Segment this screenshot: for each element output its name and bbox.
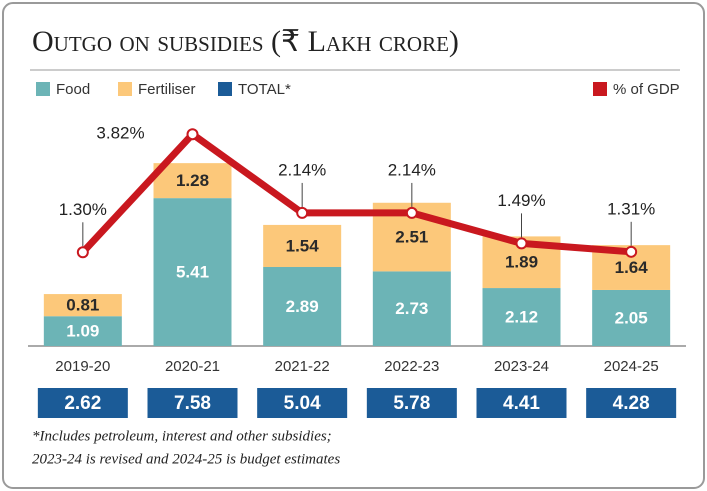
bar-label: 1.28: [176, 171, 209, 190]
bar-segment: [372, 271, 451, 346]
total-box: [366, 388, 457, 418]
gdp-point: [76, 246, 89, 259]
total-label: 5.04: [284, 393, 321, 414]
total-label: 2.62: [64, 393, 101, 414]
footnote: *Includes petroleum, interest and other …: [32, 428, 332, 444]
gdp-point: [515, 237, 528, 250]
bar-segment: [43, 294, 122, 317]
bar-label: 1.09: [66, 322, 99, 341]
total-label: 5.78: [393, 393, 430, 414]
gdp-label: 2.14%: [278, 160, 326, 179]
legend-swatch: [36, 82, 50, 96]
gdp-label: 1.49%: [497, 191, 545, 210]
bar-segment: [263, 224, 342, 268]
legend-label: % of GDP: [613, 81, 680, 98]
x-tick-label: 2019-20: [55, 358, 110, 375]
gdp-label: 2.14%: [388, 160, 436, 179]
total-box: [147, 388, 238, 418]
total-box: [586, 388, 677, 418]
gdp-point: [625, 245, 638, 258]
chart-title: Outgo on subsidies (₹ Lakh crore): [32, 25, 459, 58]
bar-label: 1.89: [505, 253, 538, 272]
x-tick-label: 2021-22: [275, 358, 330, 375]
bar-label: 2.73: [395, 299, 428, 318]
bar-label: 2.51: [395, 228, 428, 247]
gdp-line: [80, 130, 632, 256]
gdp-label: 1.30%: [59, 200, 107, 219]
total-label: 4.28: [613, 393, 650, 414]
bar-label: 1.64: [615, 258, 649, 277]
bar-segment: [263, 267, 342, 346]
total-box: [476, 388, 567, 418]
bar-label: 2.12: [505, 308, 538, 327]
bar-segment: [482, 288, 561, 346]
bar-label: 1.54: [286, 236, 320, 255]
gdp-label: 1.31%: [607, 199, 655, 218]
bar-segment: [153, 198, 232, 346]
total-box: [37, 388, 128, 418]
x-tick-label: 2024-25: [604, 358, 659, 375]
total-label: 4.41: [503, 393, 540, 414]
bar-label: 0.81: [66, 296, 99, 315]
gdp-point: [296, 206, 309, 219]
x-tick-label: 2023-24: [494, 358, 549, 375]
bar-segment: [592, 289, 671, 346]
total-label: 7.58: [174, 393, 211, 414]
x-tick-label: 2020-21: [165, 358, 220, 375]
gdp-label: 3.82%: [96, 124, 144, 143]
bar-label: 2.05: [615, 308, 648, 327]
bar-label: 5.41: [176, 263, 209, 282]
total-box: [257, 388, 348, 418]
legend-swatch: [118, 82, 132, 96]
legend-swatch: [218, 82, 232, 96]
gdp-point: [405, 206, 418, 219]
legend-label: Fertiliser: [138, 81, 196, 98]
legend-label: Food: [56, 81, 90, 98]
gdp-point: [186, 128, 199, 141]
legend-label: TOTAL*: [238, 81, 291, 98]
bar-segment: [153, 163, 232, 199]
bar-label: 2.89: [286, 297, 319, 316]
legend-swatch: [593, 82, 607, 96]
footnote: 2023-24 is revised and 2024-25 is budget…: [32, 451, 340, 467]
bar-segment: [43, 316, 122, 346]
x-tick-label: 2022-23: [384, 358, 439, 375]
